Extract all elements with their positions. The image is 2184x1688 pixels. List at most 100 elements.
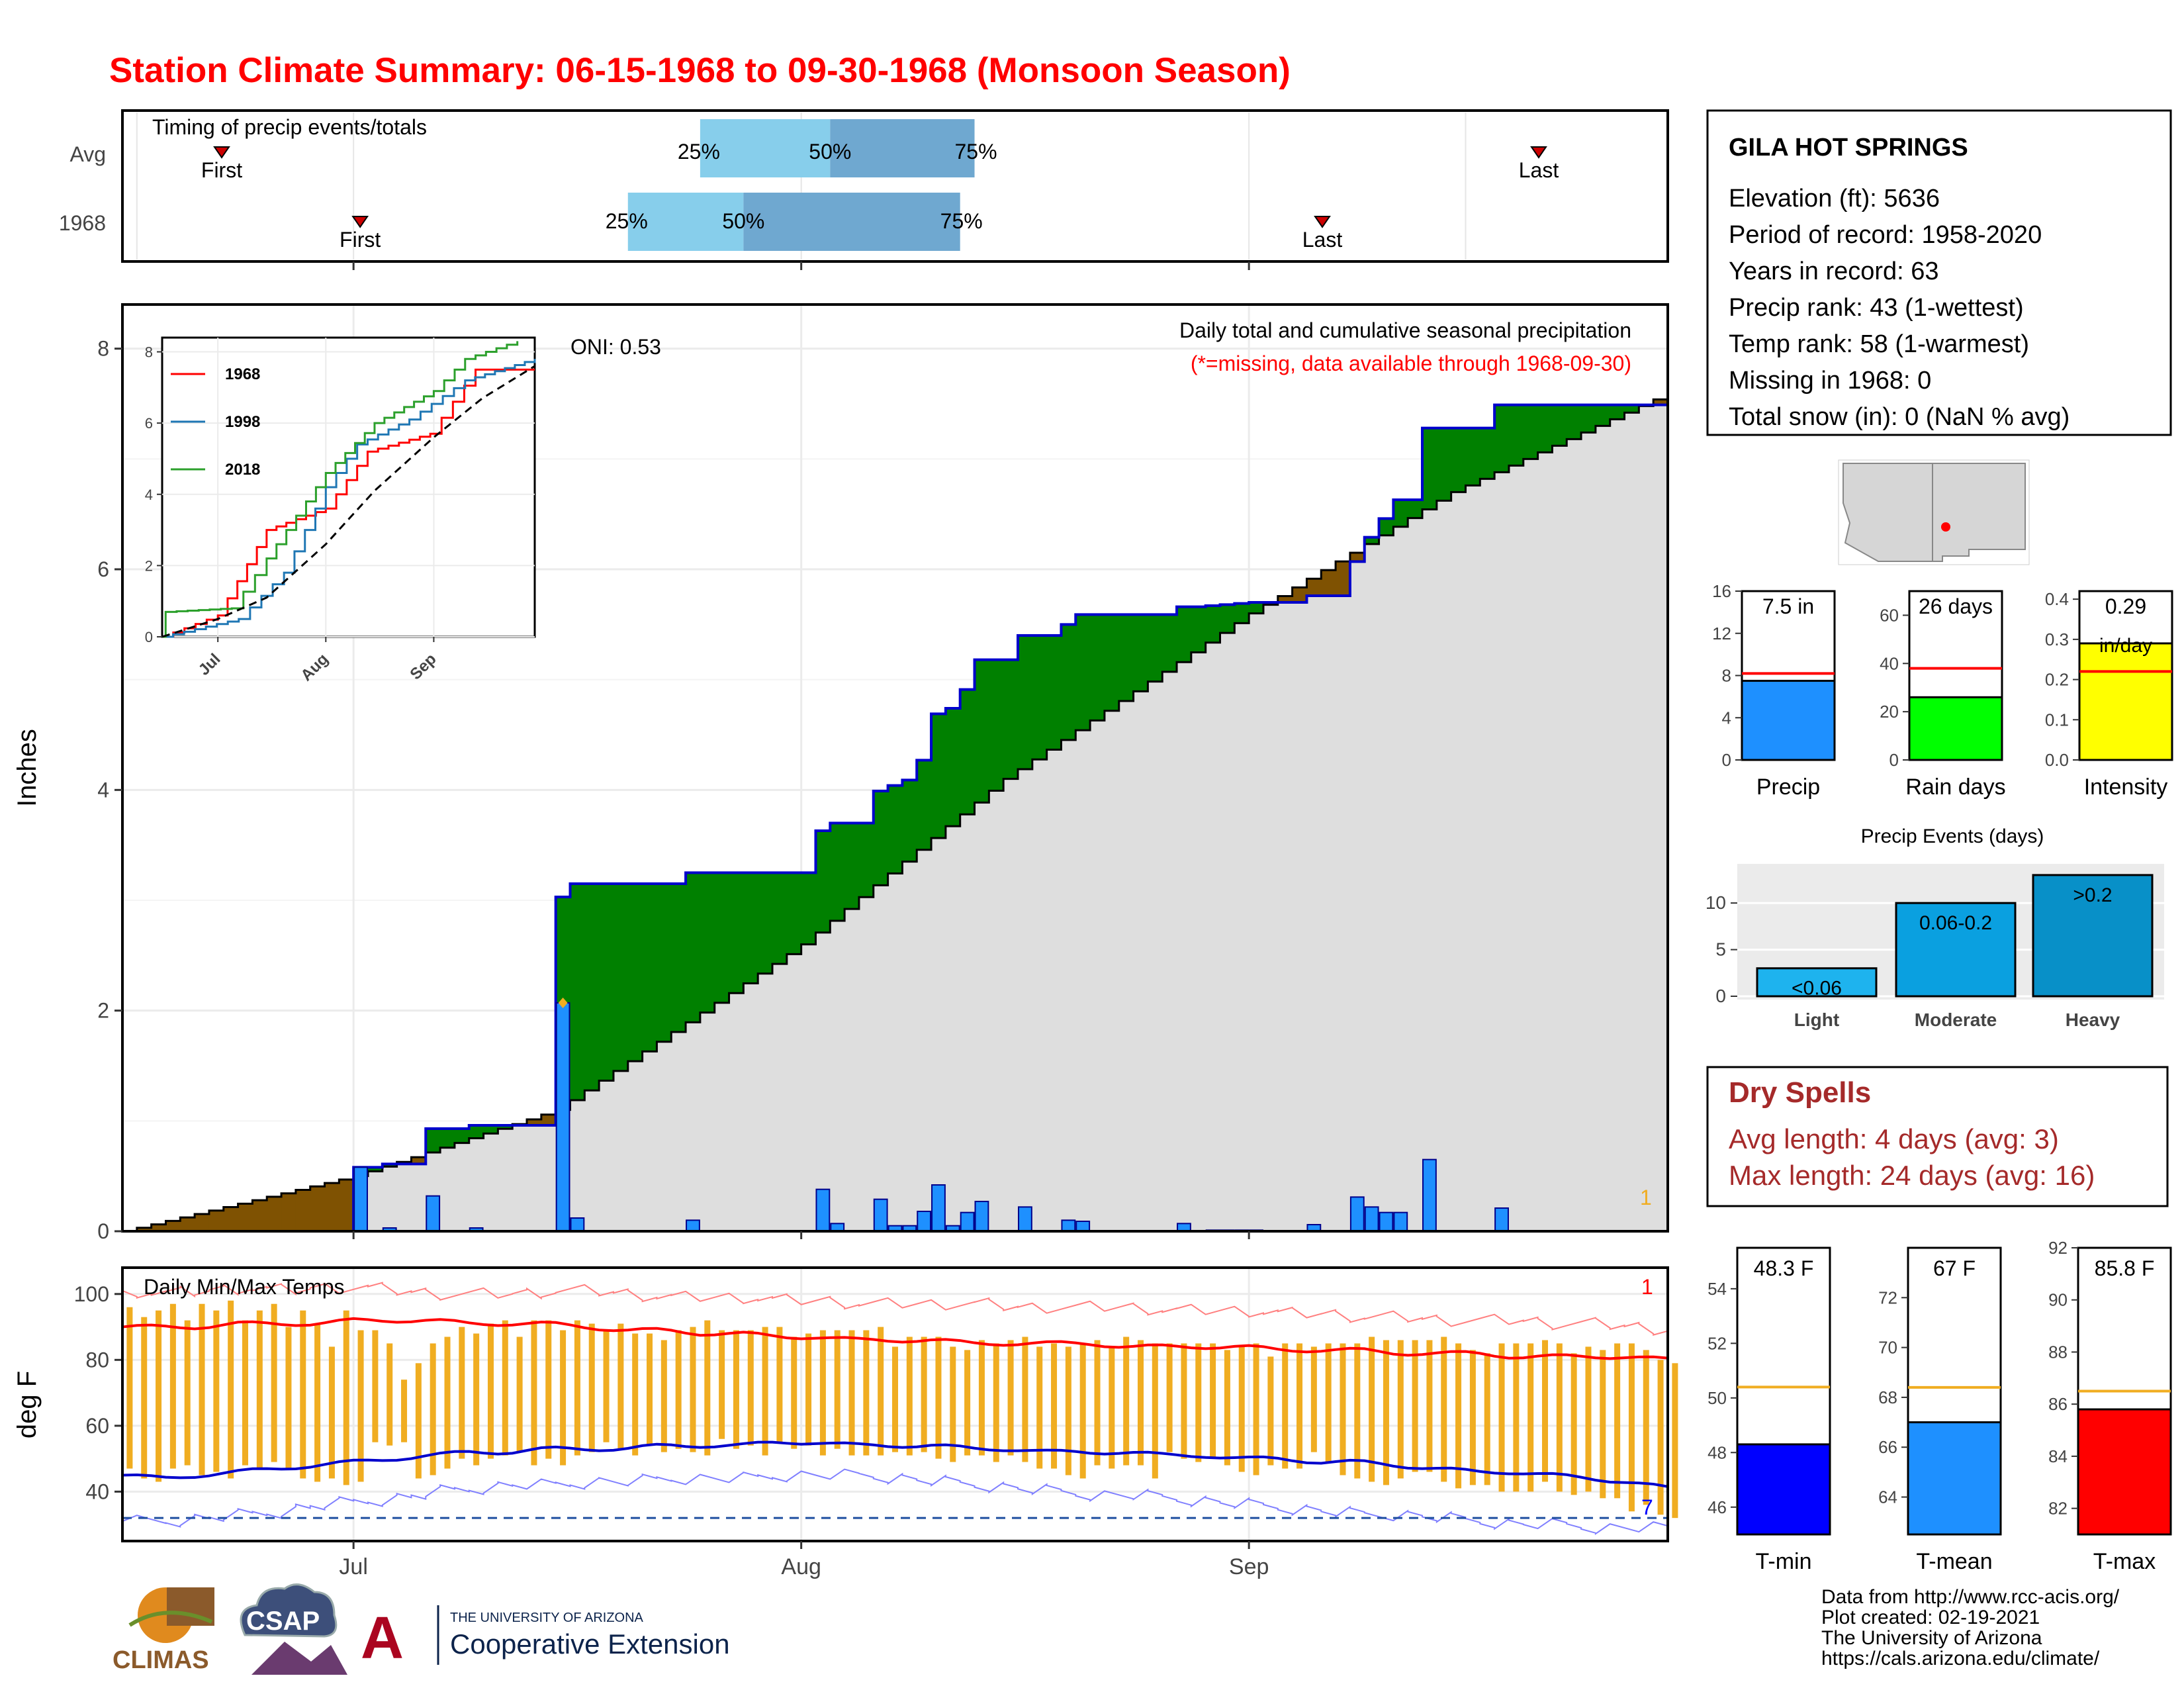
precip-deficit-segment (223, 1207, 239, 1231)
precip-surplus-segment (454, 1129, 470, 1143)
ua-logo-small-text: THE UNIVERSITY OF ARIZONA (450, 1611, 644, 1625)
ua-a-icon: A (361, 1605, 404, 1671)
summary-bar-value-label: 0.29 (2105, 594, 2146, 618)
daily-temp-range-bar (126, 1307, 133, 1469)
inset-ytick-label: 0 (145, 629, 153, 645)
precip-surplus-segment (642, 884, 658, 1052)
footer-line: Plot created: 02-19-2021 (1821, 1607, 2040, 1628)
daily-temp-range-bar (1166, 1343, 1173, 1452)
precip-deficit-segment (1349, 553, 1365, 562)
timing-q75-label: 75% (954, 140, 997, 164)
daily-temp-range-bar (762, 1327, 768, 1456)
temp-ytick-label: 60 (85, 1414, 109, 1438)
station-info-frame (1706, 109, 2172, 436)
daily-temp-range-bar (1383, 1340, 1389, 1485)
summary-bar-tick-label: 0.2 (2045, 670, 2069, 690)
precip-surplus-segment (1480, 428, 1495, 479)
events-bar-label: >0.2 (2073, 884, 2112, 906)
precip-surplus-segment (844, 823, 860, 910)
precip-surplus-segment (700, 872, 715, 1013)
daily-precip-bar (426, 1195, 441, 1232)
station-line: Precip rank: 43 (1-wettest) (1729, 294, 2024, 322)
precip-average-area (122, 399, 1668, 1232)
events-title: Precip Events (days) (1861, 825, 2044, 847)
temp-ylabel: deg F (13, 1371, 42, 1438)
precip-surplus-segment (1003, 659, 1019, 779)
precip-surplus-segment (440, 1129, 455, 1148)
daily-precip-bar (1422, 1158, 1437, 1232)
temp-bar-tick-label: 52 (1707, 1333, 1727, 1353)
precip-deficit-segment (1292, 587, 1308, 602)
events-bar-label: 0.06-0.2 (1919, 912, 1992, 934)
daily-precip-bar (974, 1201, 989, 1232)
precip-surplus-segment (627, 884, 643, 1062)
precip-deficit-segment (527, 1119, 542, 1125)
timing-bar-q1 (627, 193, 744, 251)
precip-surplus-segment (873, 791, 889, 886)
daily-temp-range-bar (733, 1330, 739, 1449)
temp-bar-value-label: 67 F (1933, 1256, 1976, 1280)
precip-deficit-segment (310, 1186, 326, 1231)
daily-temp-range-bar (1297, 1343, 1303, 1469)
precip-surplus-segment (1552, 404, 1567, 446)
temp-bar-value-label: 48.3 F (1754, 1256, 1814, 1280)
dry-spells-title: Dry Spells (1729, 1076, 1871, 1109)
precip-surplus-segment (1046, 635, 1062, 750)
temp-bar-value (1907, 1421, 2002, 1536)
temp-bar-tick-label: 66 (1878, 1437, 1897, 1457)
temp-bar-tick-label: 68 (1878, 1387, 1897, 1407)
precip-surplus-segment (1523, 404, 1539, 459)
daily-temp-range-bar (1036, 1346, 1043, 1469)
daily-temp-range-bar (328, 1346, 335, 1479)
precip-deficit-segment (208, 1210, 224, 1231)
daily-temp-range-bar (487, 1323, 494, 1459)
daily-temp-range-bar (1542, 1340, 1549, 1482)
daily-temp-range-bar (950, 1346, 956, 1462)
daily-temp-range-bar (1310, 1346, 1317, 1452)
precip-surplus-segment (1393, 500, 1408, 527)
daily-temp-range-bar (1065, 1346, 1071, 1476)
events-ytick-label: 5 (1715, 939, 1726, 960)
precip-surplus-segment (613, 884, 629, 1071)
summary-bar-value-label: 26 days (1919, 594, 1993, 618)
precip-surplus-segment (426, 1129, 441, 1152)
dry-spells-max: Max length: 24 days (avg: 16) (1729, 1160, 2095, 1191)
precip-surplus-segment (1191, 606, 1206, 653)
daily-temp-range-bar (791, 1336, 797, 1449)
daily-precip-bar (1364, 1206, 1379, 1233)
summary-bar-label: Intensity (2084, 774, 2168, 800)
temp-avg-max-line (122, 1317, 1668, 1360)
precip-surplus-segment (1118, 614, 1134, 702)
footer-line: Data from http://www.rcc-acis.org/ (1821, 1586, 2120, 1608)
daily-temp-range-bar (372, 1330, 379, 1442)
precip-deficit-segment (541, 1114, 557, 1125)
daily-temp-range-bar (834, 1330, 841, 1449)
precip-surplus-segment (1422, 428, 1437, 510)
daily-precip-bar (1061, 1219, 1076, 1233)
precip-surplus-segment (1133, 614, 1148, 692)
daily-temp-range-bar (473, 1333, 480, 1466)
precip-ytick-label: 8 (97, 337, 109, 361)
precip-surplus-segment (1249, 602, 1264, 614)
precip-surplus-segment (367, 1167, 383, 1172)
temp-bar-label: T-max (2093, 1549, 2156, 1574)
timing-q25-label: 25% (606, 209, 648, 233)
summary-bar-value (1741, 679, 1836, 761)
temp-bar-label: T-min (1756, 1549, 1812, 1574)
daily-temp-range-bar (906, 1336, 913, 1456)
daily-temp-range-bar (213, 1310, 220, 1472)
temp-xtick-label: Jul (339, 1554, 367, 1579)
timing-panel-label: Timing of precip events/totals (152, 115, 427, 139)
timing-first-marker (213, 146, 230, 159)
precip-surplus-segment (830, 823, 845, 921)
daily-temp-range-bar (588, 1323, 595, 1452)
precip-cumulative-line (122, 403, 1668, 1233)
daily-temp-range-bar (1051, 1343, 1058, 1469)
daily-temp-range-bar (1426, 1340, 1433, 1472)
daily-temp-range-bar (1267, 1356, 1274, 1466)
summary-bar-value-sub: in/day (2099, 635, 2152, 657)
precip-surplus-segment (1508, 404, 1524, 466)
precip-surplus-segment (1364, 537, 1380, 544)
daily-precip-bar (686, 1219, 700, 1233)
